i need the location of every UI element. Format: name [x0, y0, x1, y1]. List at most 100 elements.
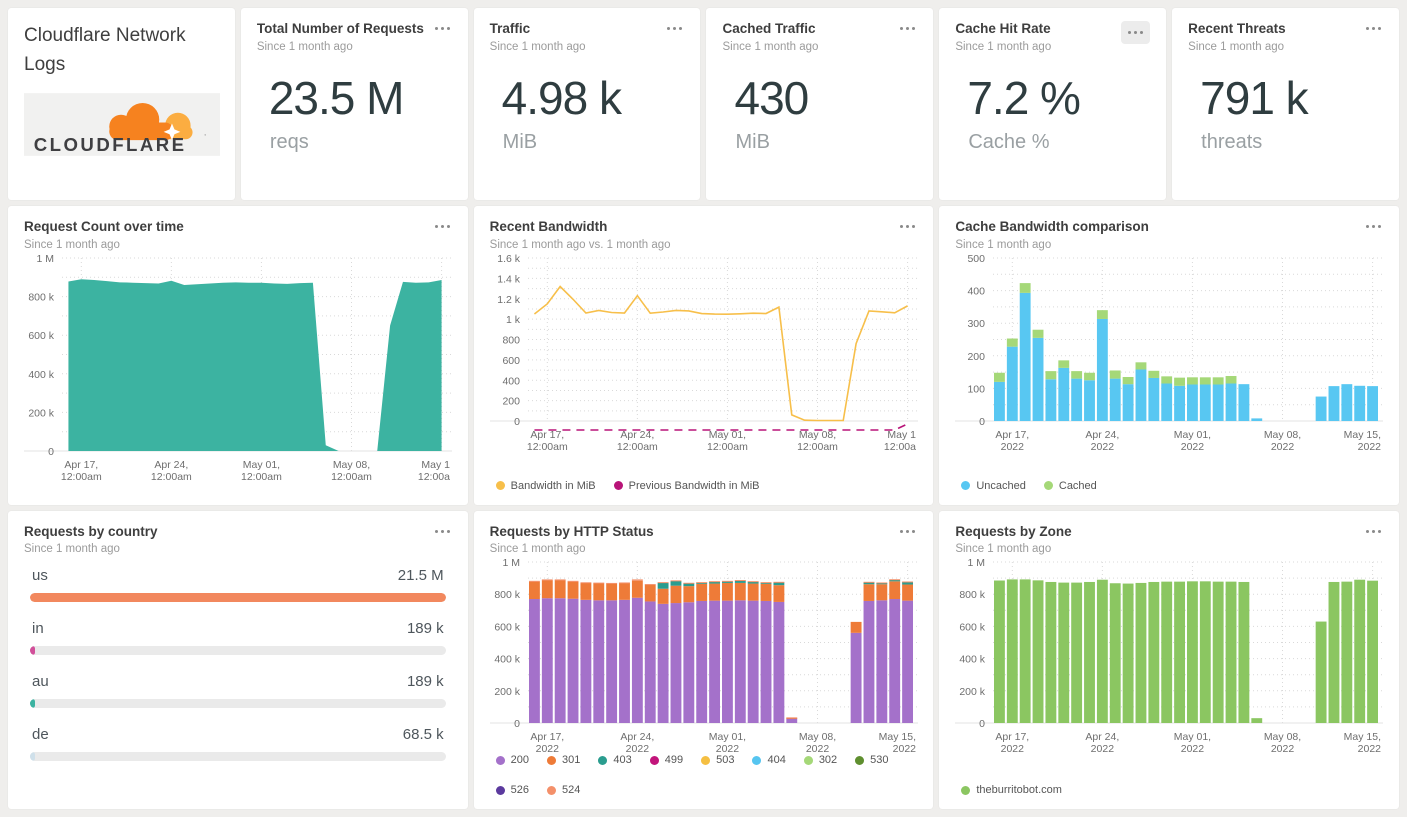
bar-segment: [888, 599, 900, 724]
stat-value: 430: [734, 71, 809, 124]
http-status-chart[interactable]: 1 M 800 k 600 k 400 k 200 k 0 Apr 17, 2022 Apr 2…: [489, 555, 918, 755]
bar-segment: [1213, 377, 1224, 385]
bar-segment: [747, 582, 759, 584]
svg-text:May 01,: May 01,: [243, 459, 280, 471]
bar-segment: [554, 598, 566, 724]
bar-segment: [1148, 582, 1160, 724]
legend-label: 301: [562, 754, 581, 766]
bar-segment: [670, 580, 682, 582]
bar-segment: [1007, 338, 1019, 347]
bar-segment: [708, 581, 720, 583]
legend-dot-icon: [803, 755, 813, 765]
bar-segment: [994, 372, 1006, 382]
legend-item-302[interactable]: 302: [803, 754, 838, 766]
svg-text:0: 0: [514, 718, 520, 730]
bar-segment: [863, 582, 875, 585]
svg-text:2022: 2022: [1001, 441, 1025, 453]
country-bar-fill: [30, 699, 35, 709]
bar-segment: [631, 579, 643, 582]
svg-text:May 08,: May 08,: [333, 459, 370, 471]
bar-segment: [657, 604, 669, 724]
legend-item-Previous Bandwidth in MiB[interactable]: Previous Bandwidth in MiB: [613, 480, 760, 492]
bar-segment: [1161, 582, 1173, 724]
bar-segment: [760, 582, 772, 584]
panel-title: Cache Bandwidth comparison: [955, 219, 1149, 234]
country-label: us: [32, 567, 48, 585]
bar-segment: [785, 717, 797, 719]
svg-text:600 k: 600 k: [28, 330, 54, 342]
panel-subtitle: Since 1 month ago vs. 1 month ago: [489, 238, 671, 251]
bar-segment: [695, 582, 707, 584]
svg-text:2022: 2022: [1358, 743, 1382, 755]
bar-segment: [683, 602, 694, 724]
svg-text:May 15,: May 15,: [1344, 429, 1381, 441]
svg-text:200 k: 200 k: [494, 686, 520, 698]
zone-chart[interactable]: 1 M 800 k 600 k 400 k 200 k 0 Apr 17, 2022 Apr 2…: [955, 555, 1384, 780]
bar-segment: [1084, 582, 1096, 724]
legend-item-526[interactable]: 526: [495, 784, 530, 796]
bar-segment: [760, 582, 772, 585]
bar-segment: [994, 381, 1006, 421]
panel-menu-icon[interactable]: [1364, 21, 1383, 36]
legend-item-530[interactable]: 530: [855, 754, 889, 766]
legend-label: 503: [716, 754, 735, 766]
bar-segment: [1251, 718, 1263, 724]
panel-menu-icon[interactable]: [898, 219, 917, 234]
panel-menu-icon[interactable]: [433, 21, 452, 36]
panel-menu-icon[interactable]: [898, 21, 917, 36]
legend-item-200[interactable]: 200: [495, 754, 529, 766]
panel-menu-icon[interactable]: [665, 21, 684, 36]
line-series: [533, 285, 908, 422]
panel-requests-by-country: Requests by country Since 1 month ago us…: [8, 510, 468, 809]
legend-item-403[interactable]: 403: [598, 754, 632, 766]
panel-menu-icon[interactable]: [1364, 524, 1383, 539]
panel-menu-icon[interactable]: [1364, 219, 1383, 234]
bar-segment: [888, 580, 900, 582]
legend-item-301[interactable]: 301: [547, 754, 580, 766]
svg-text:2022: 2022: [1091, 743, 1115, 755]
bar-segment: [580, 582, 591, 584]
bar-segment: [863, 601, 875, 724]
svg-text:500: 500: [968, 253, 986, 265]
bar-segment: [1213, 582, 1224, 724]
svg-text:May 08,: May 08,: [798, 429, 835, 441]
area-series: [68, 279, 442, 451]
panel-menu-icon[interactable]: [898, 524, 917, 539]
legend-label: 526: [510, 784, 530, 796]
country-bar-fill: [30, 593, 446, 603]
legend-item-499[interactable]: 499: [649, 754, 683, 766]
legend-item-Uncached[interactable]: Uncached: [961, 480, 1026, 492]
bar-segment: [541, 598, 553, 724]
bar-segment: [876, 584, 887, 601]
bar-segment: [644, 585, 656, 602]
panel-subtitle: Since 1 month ago: [489, 543, 586, 556]
legend-item-404[interactable]: 404: [752, 754, 786, 766]
bar-segment: [1020, 579, 1031, 724]
cache-bandwidth-chart[interactable]: 500 400 300 200 100 0 Apr 17, 2022 Apr 24, 2022 Ma…: [955, 251, 1384, 476]
svg-text:Apr 17,: Apr 17,: [530, 429, 564, 441]
legend-item-503[interactable]: 503: [701, 754, 734, 766]
svg-text:Apr 17,: Apr 17,: [996, 731, 1030, 743]
svg-text:May 01,: May 01,: [708, 731, 745, 743]
bar-segment: [773, 582, 784, 586]
bar-segment: [1238, 384, 1250, 421]
stat-unit: Cache %: [968, 130, 1050, 153]
country-bar-track: [30, 699, 446, 709]
svg-text:200: 200: [502, 396, 520, 408]
panel-menu-icon[interactable]: [433, 524, 452, 539]
bar-segment: [528, 581, 540, 583]
svg-text:Apr 24,: Apr 24,: [154, 459, 188, 471]
legend-item-524[interactable]: 524: [547, 784, 580, 796]
legend-item-Bandwidth in MiB[interactable]: Bandwidth in MiB: [495, 480, 596, 492]
panel-menu-icon[interactable]: [1121, 21, 1151, 44]
panel-menu-icon[interactable]: [433, 219, 452, 234]
bar-segment: [580, 583, 591, 601]
legend-item-Cached[interactable]: Cached: [1043, 480, 1097, 492]
bar-segment: [1187, 581, 1199, 724]
legend-item-theburritobot.com[interactable]: theburritobot.com: [961, 784, 1062, 796]
svg-text:May 15,: May 15,: [878, 731, 915, 743]
request-count-chart[interactable]: 1 M 800 k 600 k 400 k 200 k 0 Apr 17, 12:00am Ap…: [24, 251, 452, 492]
legend-label: 302: [818, 754, 838, 766]
bar-segment: [1045, 370, 1057, 380]
